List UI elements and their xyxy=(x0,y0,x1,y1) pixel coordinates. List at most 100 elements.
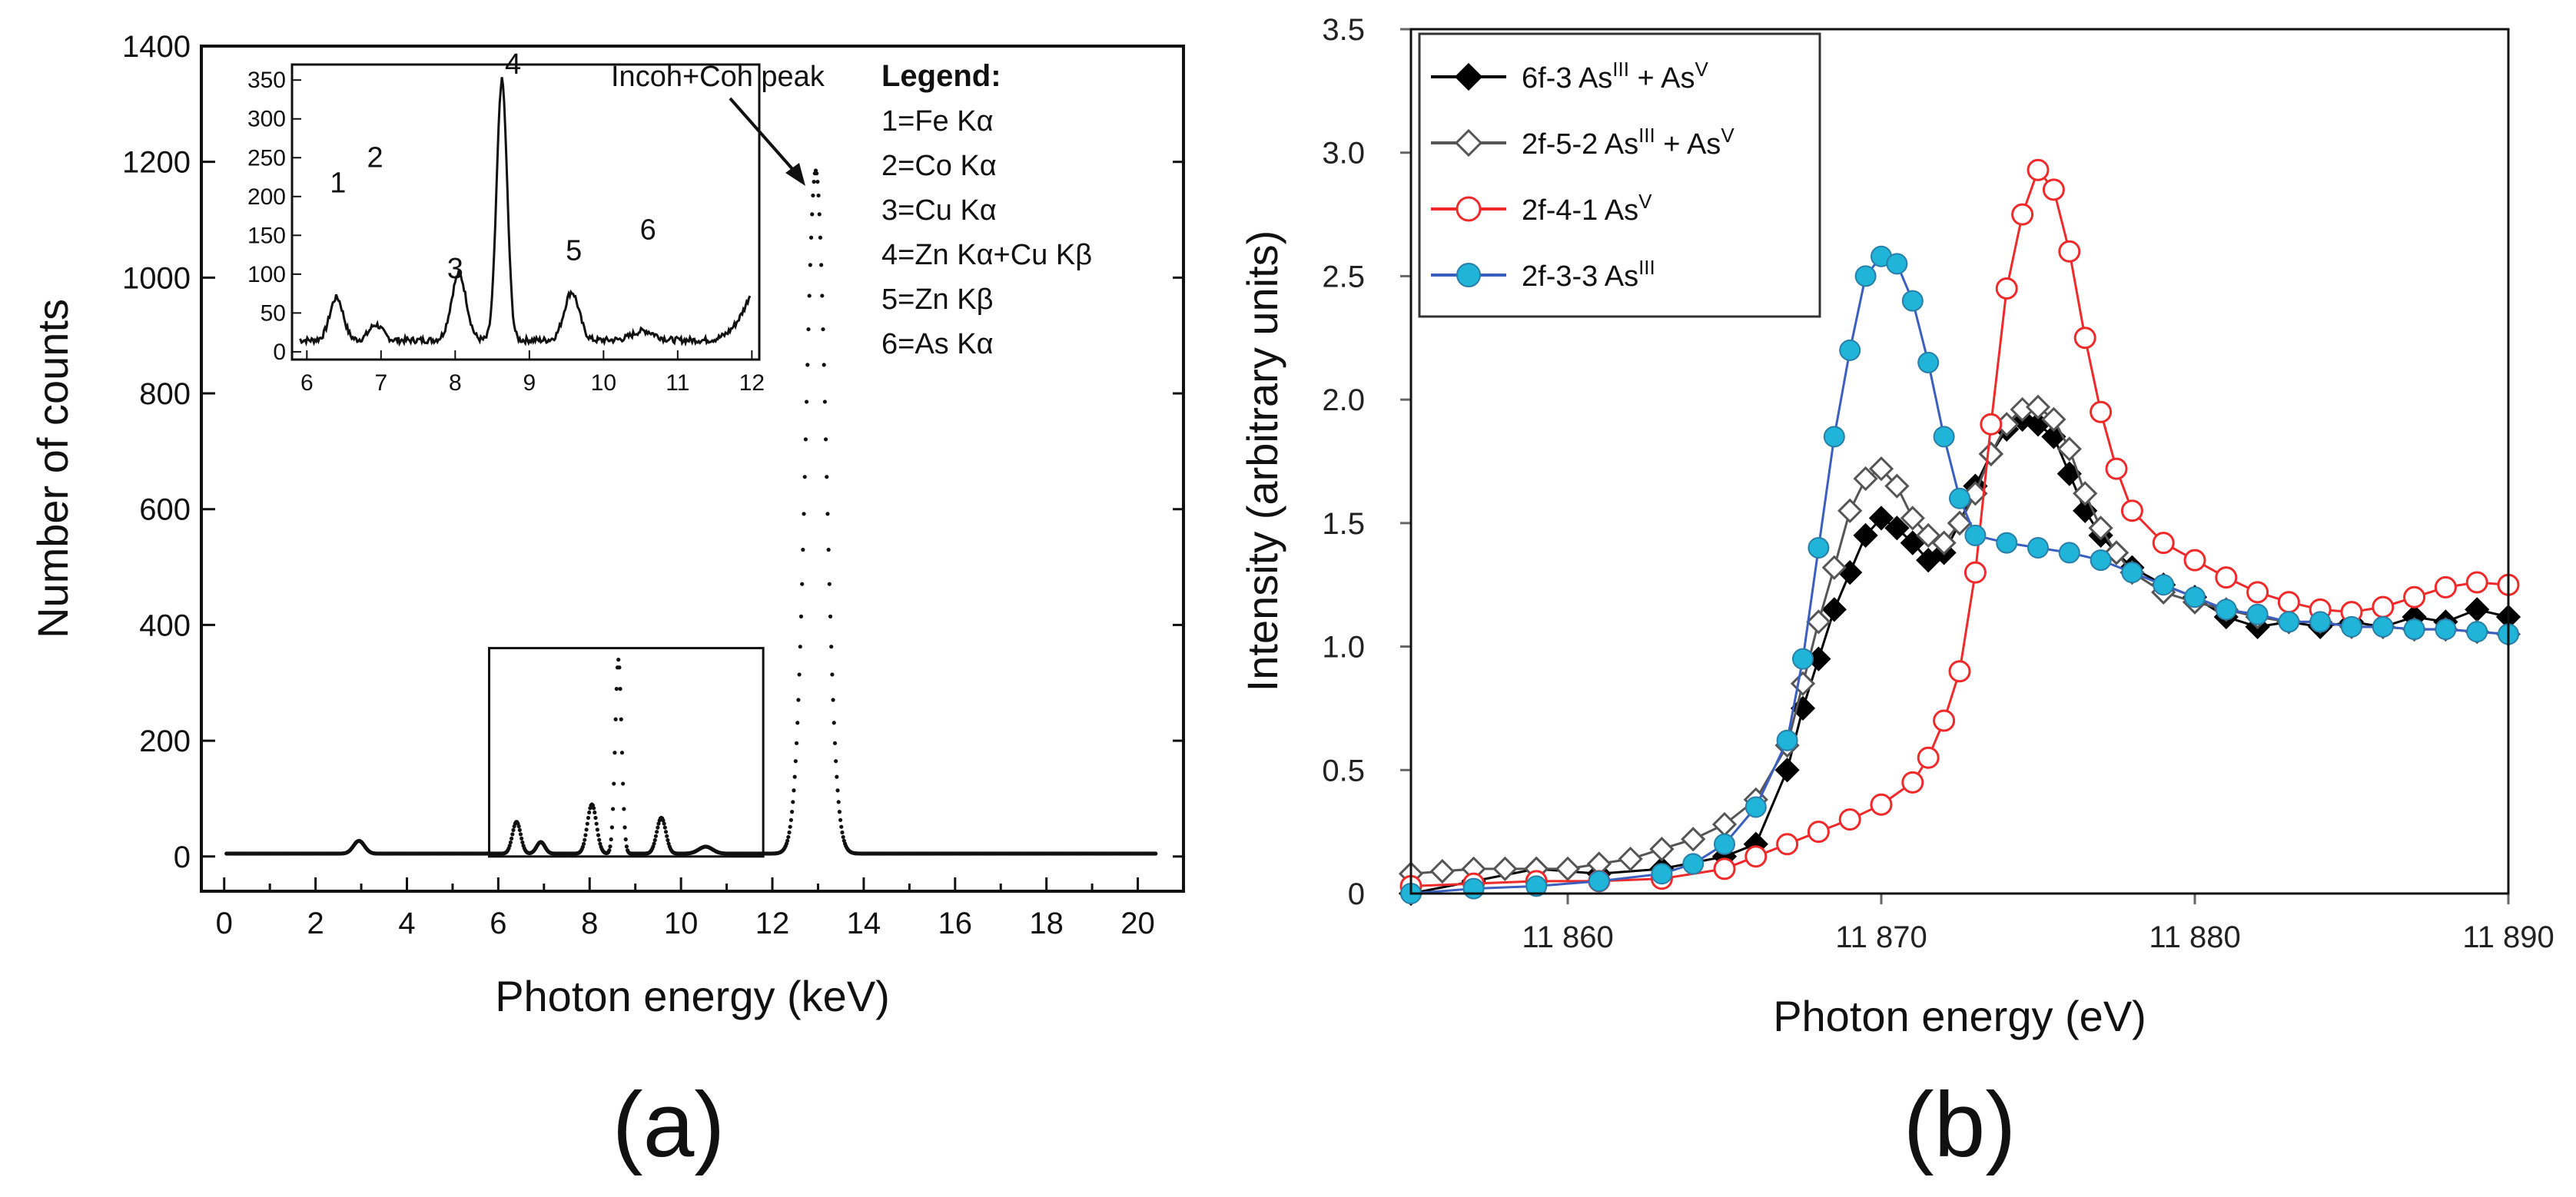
panel-a-x-tick-label: 12 xyxy=(755,907,790,940)
spectrum-point xyxy=(831,698,835,702)
spectrum-point xyxy=(518,832,523,837)
spectrum-point xyxy=(815,179,820,184)
series-0 xyxy=(1398,406,2521,907)
panel-a-x-ticks: 0 2 4 6 8 10 12 14 16 18 20 xyxy=(216,877,1155,940)
legend-item: 1=Fe Kα xyxy=(881,105,994,138)
panel-b-y-tick-label: 2.0 xyxy=(1322,383,1365,417)
data-point xyxy=(1821,597,1847,622)
spectrum-point xyxy=(823,437,828,442)
data-point xyxy=(1744,796,1767,818)
inset-x-tick-label: 10 xyxy=(591,370,616,396)
data-point xyxy=(1884,516,1910,541)
panel-a-data-points xyxy=(224,168,1158,856)
spectrum-point xyxy=(801,547,805,552)
legend-marker xyxy=(1456,196,1482,222)
spectrum-point xyxy=(652,837,657,843)
data-point xyxy=(2058,542,2080,564)
data-point xyxy=(2372,615,2394,638)
data-point xyxy=(2246,603,2269,625)
data-point xyxy=(1838,808,1861,831)
spectrum-point xyxy=(796,698,801,702)
inset-y-tick-label: 200 xyxy=(247,184,286,210)
legend-item: 3=Cu Kα xyxy=(881,194,997,227)
panel-b-y-tick-label: 0.5 xyxy=(1322,754,1365,788)
spectrum-point xyxy=(792,774,797,779)
inset-x-tick-label: 7 xyxy=(374,370,387,396)
spectrum-point xyxy=(592,806,596,811)
spectrum-point xyxy=(807,293,812,298)
panel-b-y-tick-label: 3.5 xyxy=(1322,13,1365,47)
data-point xyxy=(2403,585,2426,608)
spectrum-point xyxy=(836,800,841,804)
panel-b-y-tick-label: 3.0 xyxy=(1322,137,1365,171)
legend-label: 6f-3 AsIII + AsV xyxy=(1522,58,1709,94)
spectrum-point xyxy=(793,759,798,764)
spectrum-point xyxy=(593,810,597,815)
spectrum-point xyxy=(795,721,800,725)
data-point xyxy=(2025,394,2051,419)
panel-a-legend: 1=Fe Kα 2=Co Kα 3=Cu Kα 4=Zn Kα+Cu Kβ 5=Zn K… xyxy=(881,105,1092,360)
spectrum-point xyxy=(507,844,512,848)
spectrum-point xyxy=(787,830,792,835)
inset-y-tick-label: 100 xyxy=(247,262,286,287)
legend-item: 2=Co Kα xyxy=(881,150,997,182)
data-point xyxy=(1949,487,1970,509)
inset-y-tick-label: 50 xyxy=(261,300,286,326)
spectrum-point xyxy=(798,614,804,618)
spectrum-point xyxy=(617,665,622,670)
legend-label-name: 2f-3-3 As xyxy=(1522,260,1638,293)
panel-a-x-tick-label: 8 xyxy=(581,907,598,940)
data-point xyxy=(1429,858,1455,884)
spectrum-point xyxy=(832,741,838,745)
legend-label-sup1: III xyxy=(1638,124,1655,147)
panel-b-y-tick-label: 0 xyxy=(1348,877,1365,911)
spectrum-point xyxy=(622,825,627,830)
inset-x-tick-label: 12 xyxy=(739,370,765,396)
spectrum-point xyxy=(789,810,795,814)
data-point xyxy=(1792,648,1814,670)
inset-y-tick-label: 250 xyxy=(247,145,286,171)
data-point xyxy=(1839,339,1861,361)
data-point xyxy=(1774,758,1800,783)
spectrum-point xyxy=(808,263,812,267)
data-point xyxy=(1901,771,1924,794)
spectrum-point xyxy=(520,840,525,845)
inset-x-tick-label: 11 xyxy=(666,370,689,396)
spectrum-point xyxy=(622,807,626,811)
data-point xyxy=(1681,827,1706,852)
data-point xyxy=(2184,586,2206,608)
spectrum-point xyxy=(808,235,814,240)
annotation-arrow-line xyxy=(729,97,801,178)
inset-y-tick-label: 0 xyxy=(273,340,286,365)
spectrum-point xyxy=(595,827,599,832)
data-point xyxy=(1886,253,1908,275)
data-point xyxy=(1555,856,1581,881)
spectrum-point xyxy=(827,582,832,586)
legend-item: 4=Zn Kα+Cu Kβ xyxy=(881,239,1092,271)
data-point xyxy=(1853,522,1878,549)
spectrum-point xyxy=(661,818,666,823)
data-point xyxy=(2215,566,2238,589)
legend-item: 6=As Kα xyxy=(881,328,994,360)
data-point xyxy=(1790,671,1816,696)
data-point xyxy=(2042,178,2065,201)
panel-b-x-ticks: 11 860 11 870 11 880 11 890 xyxy=(1522,894,2554,954)
data-point xyxy=(2466,621,2488,643)
spectrum-point xyxy=(822,363,826,367)
spectrum-point xyxy=(652,841,656,846)
panel-b-x-tick-label: 11 870 xyxy=(1835,920,1927,954)
spectrum-point xyxy=(830,672,835,677)
inset-y-ticks: 0 50 100 150 200 250 300 350 xyxy=(247,68,301,365)
panel-b-y-ticks: 0 0.5 1.0 1.5 2.0 2.5 3.0 3.5 xyxy=(1322,13,1411,911)
data-point xyxy=(1931,530,1957,555)
spectrum-point xyxy=(792,788,796,793)
data-point xyxy=(1808,537,1830,559)
inset-peak-label: 5 xyxy=(566,235,582,267)
spectrum-point xyxy=(788,824,792,829)
data-point xyxy=(2105,457,2128,480)
spectrum-point xyxy=(841,834,845,840)
data-point xyxy=(1744,845,1768,868)
data-point xyxy=(2027,158,2050,181)
inset-peak-label: 3 xyxy=(447,253,463,285)
